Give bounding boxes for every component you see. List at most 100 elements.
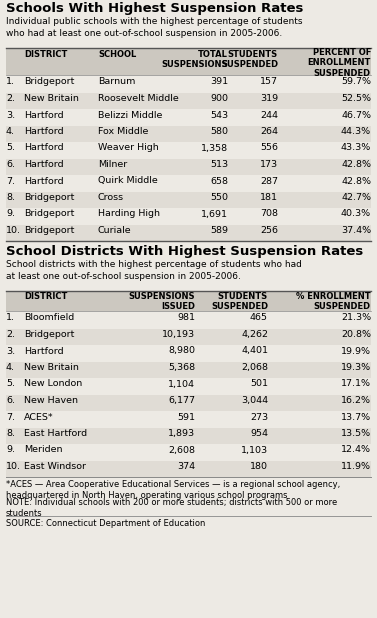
Bar [6,48,371,75]
Text: 10,193: 10,193 [162,330,195,339]
Text: STUDENTS
SUSPENDED: STUDENTS SUSPENDED [211,292,268,311]
Text: 16.2%: 16.2% [341,396,371,405]
Text: 20.8%: 20.8% [341,330,371,339]
Bar [6,158,371,175]
Text: 4.: 4. [6,127,15,136]
Text: TOTAL
SUSPENSIONS: TOTAL SUSPENSIONS [161,50,228,69]
Text: Cross: Cross [98,193,124,202]
Bar [6,93,371,109]
Text: 1,893: 1,893 [168,429,195,438]
Text: 4,262: 4,262 [241,330,268,339]
Text: Bridgeport: Bridgeport [24,226,74,235]
Text: 17.1%: 17.1% [341,379,371,389]
Text: 954: 954 [250,429,268,438]
Text: 513: 513 [210,160,228,169]
Text: 6.: 6. [6,160,15,169]
Text: 52.5%: 52.5% [341,94,371,103]
Text: 10.: 10. [6,226,21,235]
Text: 59.7%: 59.7% [341,77,371,87]
Text: 9.: 9. [6,210,15,219]
Text: 40.3%: 40.3% [341,210,371,219]
Text: 8.: 8. [6,429,15,438]
Text: DISTRICT: DISTRICT [24,50,67,59]
Text: PERCENT OF
ENROLLMENT
SUSPENDED: PERCENT OF ENROLLMENT SUSPENDED [308,48,371,78]
Text: 21.3%: 21.3% [341,313,371,323]
Text: 4.: 4. [6,363,15,372]
Bar [6,362,371,378]
Text: 2,068: 2,068 [241,363,268,372]
Text: 5.: 5. [6,143,15,153]
Bar [6,291,371,311]
Text: 10.: 10. [6,462,21,471]
Text: 256: 256 [260,226,278,235]
Text: Curiale: Curiale [98,226,132,235]
Bar [6,125,371,142]
Text: 556: 556 [260,143,278,153]
Text: New London: New London [24,379,82,389]
Text: 589: 589 [210,226,228,235]
Text: Individual public schools with the highest percentage of students
who had at lea: Individual public schools with the highe… [6,17,302,38]
Text: Hartford: Hartford [24,347,64,355]
Text: 374: 374 [177,462,195,471]
Text: Harding High: Harding High [98,210,160,219]
Text: 8,980: 8,980 [168,347,195,355]
Text: DISTRICT: DISTRICT [24,292,67,301]
Text: SCHOOL: SCHOOL [98,50,136,59]
Text: 4,401: 4,401 [241,347,268,355]
Text: 1.: 1. [6,77,15,87]
Text: Barnum: Barnum [98,77,135,87]
Text: 580: 580 [210,127,228,136]
Text: Roosevelt Middle: Roosevelt Middle [98,94,179,103]
Text: Bridgeport: Bridgeport [24,193,74,202]
Text: Quirk Middle: Quirk Middle [98,177,158,185]
Text: 244: 244 [260,111,278,119]
Text: 543: 543 [210,111,228,119]
Text: 19.9%: 19.9% [341,347,371,355]
Text: New Haven: New Haven [24,396,78,405]
Text: East Windsor: East Windsor [24,462,86,471]
Text: 7.: 7. [6,412,15,421]
Text: STUDENTS
SUSPENDED: STUDENTS SUSPENDED [221,50,278,69]
Text: Bloomfield: Bloomfield [24,313,74,323]
Text: 591: 591 [177,412,195,421]
Text: School Districts With Highest Suspension Rates: School Districts With Highest Suspension… [6,245,363,258]
Text: 264: 264 [260,127,278,136]
Text: Bridgeport: Bridgeport [24,330,74,339]
Bar [6,224,371,241]
Text: 1,103: 1,103 [241,446,268,454]
Bar [6,329,371,345]
Text: 8.: 8. [6,193,15,202]
Text: 5,368: 5,368 [168,363,195,372]
Text: 319: 319 [260,94,278,103]
Text: Hartford: Hartford [24,143,64,153]
Text: 13.5%: 13.5% [341,429,371,438]
Text: 3.: 3. [6,347,15,355]
Text: 5.: 5. [6,379,15,389]
Bar [6,460,371,477]
Text: 9.: 9. [6,446,15,454]
Text: 46.7%: 46.7% [341,111,371,119]
Text: Belizzi Middle: Belizzi Middle [98,111,162,119]
Text: 1,104: 1,104 [168,379,195,389]
Text: 3.: 3. [6,111,15,119]
Text: NOTE: Individual schools with 200 or more students; districts with 500 or more
s: NOTE: Individual schools with 200 or mor… [6,498,337,519]
Text: ACES*: ACES* [24,412,54,421]
Text: 900: 900 [210,94,228,103]
Text: 391: 391 [210,77,228,87]
Text: 1,691: 1,691 [201,210,228,219]
Text: Hartford: Hartford [24,177,64,185]
Text: New Britain: New Britain [24,94,79,103]
Text: 37.4%: 37.4% [341,226,371,235]
Text: 42.8%: 42.8% [341,160,371,169]
Text: 181: 181 [260,193,278,202]
Text: 1,358: 1,358 [201,143,228,153]
Text: Hartford: Hartford [24,127,64,136]
Text: 6.: 6. [6,396,15,405]
Bar [6,192,371,208]
Text: *ACES — Area Cooperative Educational Services — is a regional school agency,
hea: *ACES — Area Cooperative Educational Ser… [6,480,340,501]
Text: School districts with the highest percentage of students who had
at least one ou: School districts with the highest percen… [6,260,302,281]
Text: SOURCE: Connecticut Department of Education: SOURCE: Connecticut Department of Educat… [6,519,205,528]
Text: 550: 550 [210,193,228,202]
Text: 173: 173 [260,160,278,169]
Text: 19.3%: 19.3% [341,363,371,372]
